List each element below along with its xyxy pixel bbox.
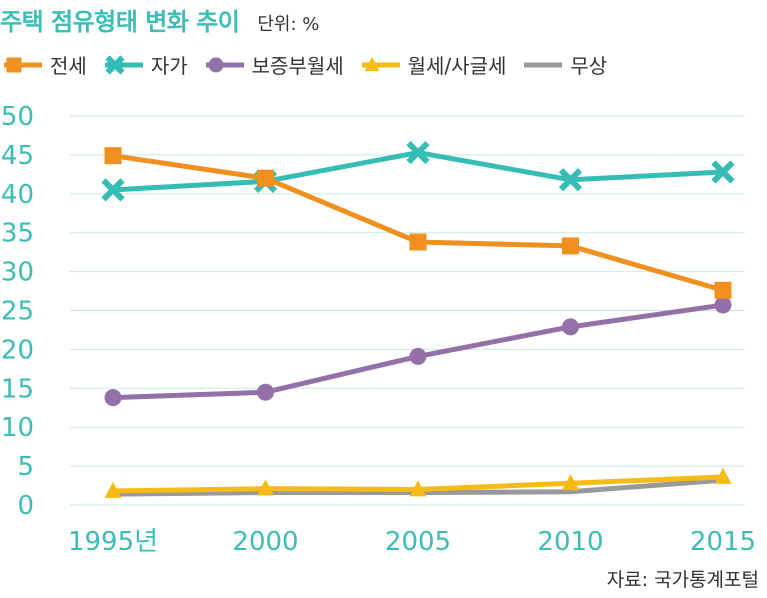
- data-point: [711, 160, 735, 184]
- data-point: [409, 480, 427, 497]
- y-tick-label: 5: [17, 452, 34, 482]
- y-tick-label: 15: [1, 374, 34, 404]
- legend-item: 전세: [0, 50, 87, 79]
- data-point: [562, 318, 579, 336]
- data-point: [558, 168, 583, 192]
- chart-title: 주택 점유형태 변화 추이: [0, 8, 240, 36]
- legend-label: 전세: [50, 54, 87, 78]
- legend-item: 보증부월세: [202, 50, 344, 79]
- y-tick-label: 20: [1, 335, 34, 365]
- x-tick-label: 1995년: [68, 527, 158, 557]
- data-point: [257, 169, 274, 187]
- legend-swatch: [524, 62, 563, 67]
- x-tick-label: 2015: [690, 527, 756, 557]
- data-point: [409, 347, 427, 365]
- data-point: [406, 140, 430, 165]
- legend-label: 무상: [570, 54, 608, 78]
- unit-label: 단위: %: [257, 14, 320, 35]
- data-point: [257, 383, 274, 401]
- legend-swatch: [205, 57, 244, 72]
- legend-label: 자가: [150, 54, 188, 78]
- data-point: [562, 237, 579, 255]
- legend-item: 무상: [520, 50, 607, 79]
- y-tick-label: 50: [1, 102, 34, 132]
- x-tick-label: 2005: [385, 527, 451, 557]
- legend: 전세 자가 보증부월세 월세/사글세 무상: [0, 50, 621, 79]
- legend-label: 월세/사글세: [407, 54, 507, 78]
- data-point: [562, 474, 579, 491]
- data-point: [104, 389, 122, 407]
- y-tick-label: 40: [1, 180, 34, 210]
- legend-marker: [208, 57, 224, 72]
- x-tick-label: 2010: [537, 527, 603, 557]
- title-row: 주택 점유형태 변화 추이 단위: %: [0, 2, 319, 36]
- y-tick-label: 35: [1, 219, 34, 249]
- legend-label: 보증부월세: [251, 54, 344, 78]
- data-point: [714, 296, 732, 314]
- data-point: [104, 481, 122, 498]
- legend-marker: [364, 56, 380, 71]
- legend-item: 자가: [101, 50, 188, 79]
- y-tick-label: 30: [1, 258, 34, 288]
- data-point: [101, 178, 125, 202]
- y-tick-label: 10: [1, 413, 34, 443]
- legend-item: 월세/사글세: [358, 50, 507, 79]
- x-tick-label: 2000: [232, 527, 298, 557]
- legend-marker: [105, 54, 125, 75]
- data-point: [104, 147, 122, 165]
- y-tick-label: 25: [1, 297, 34, 327]
- legend-marker: [6, 57, 22, 72]
- y-tick-label: 45: [1, 141, 34, 171]
- data-point: [714, 467, 732, 484]
- legend-swatch: [361, 56, 400, 71]
- source-note: 자료: 국가통계포털: [606, 569, 759, 591]
- data-point: [409, 233, 427, 251]
- data-point: [257, 479, 274, 496]
- legend-swatch: [104, 54, 143, 75]
- data-point: [714, 281, 732, 299]
- legend-swatch: [4, 57, 42, 72]
- y-tick-label: 0: [17, 491, 34, 521]
